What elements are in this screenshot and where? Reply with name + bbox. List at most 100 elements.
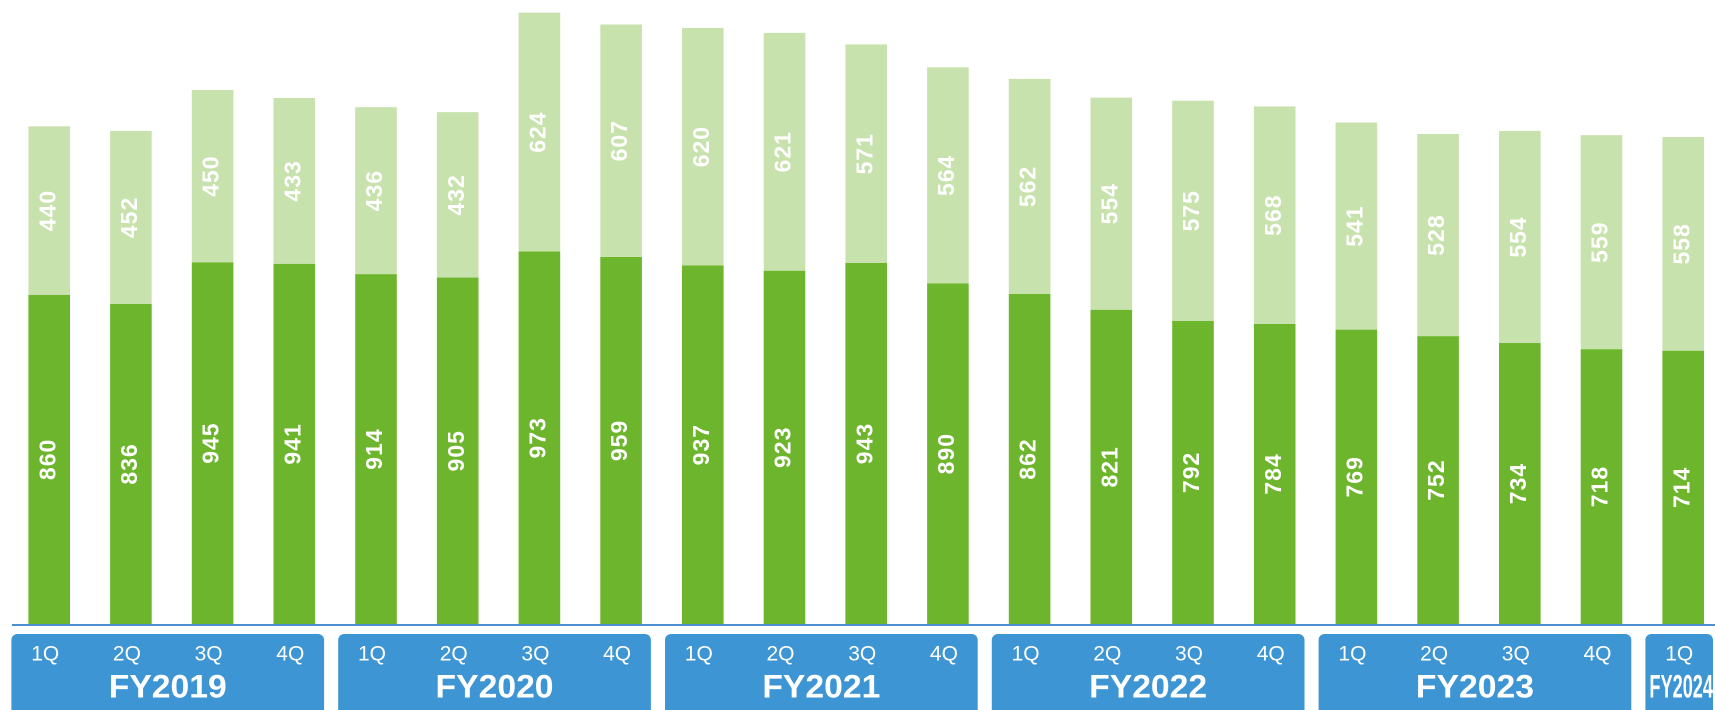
value-label: 959	[606, 420, 632, 461]
bar-segment	[28, 126, 70, 295]
bar-segment	[110, 303, 152, 624]
x-tick-label: 3Q	[848, 643, 876, 666]
value-label: 784	[1260, 453, 1286, 494]
value-label: 860	[34, 439, 60, 480]
value-label: 436	[361, 170, 387, 211]
bar-segment	[1335, 329, 1378, 624]
x-tick-label: 1Q	[31, 643, 59, 666]
value-label: 440	[34, 190, 60, 231]
bar-segment	[355, 274, 397, 624]
x-tick-label: 2Q	[766, 643, 794, 666]
x-tick-label: 2Q	[1420, 643, 1448, 666]
value-label: 571	[851, 133, 877, 174]
bar-segment	[1008, 78, 1051, 295]
value-label: 973	[524, 417, 550, 458]
x-tick-label: 4Q	[930, 643, 958, 666]
group-box	[338, 634, 651, 710]
group-label: FY2022	[1089, 668, 1207, 704]
value-label: 943	[851, 423, 877, 464]
bar-segment	[1499, 130, 1541, 344]
bar-segment	[1090, 309, 1133, 624]
x-tick-label: 1Q	[1338, 643, 1366, 666]
value-label: 937	[688, 424, 714, 465]
value-label: 945	[198, 422, 224, 463]
group-box	[1318, 634, 1632, 710]
bar-segment	[518, 12, 561, 252]
x-tick-label: 1Q	[685, 643, 713, 666]
group-label: FY2021	[762, 668, 880, 704]
bar-segment	[436, 112, 479, 278]
x-tick-label: 3Q	[195, 643, 223, 666]
value-label: 554	[1096, 183, 1122, 224]
bar-segment	[436, 277, 479, 624]
value-label: 734	[1505, 463, 1531, 504]
x-tick-label: 4Q	[1257, 643, 1285, 666]
bar-segment	[518, 251, 561, 625]
value-label: 752	[1423, 459, 1449, 500]
bar-segment	[1253, 323, 1296, 624]
x-tick-label: 3Q	[1502, 643, 1530, 666]
bar-segment	[110, 130, 152, 304]
value-label: 714	[1668, 467, 1694, 508]
value-label: 562	[1015, 166, 1041, 207]
value-label: 564	[933, 155, 959, 196]
bar-segment	[1090, 97, 1133, 310]
bar-segment	[273, 263, 316, 624]
value-label: 624	[524, 111, 550, 152]
bar-segment	[1580, 135, 1623, 350]
value-label: 528	[1423, 214, 1449, 255]
bar-segment	[763, 270, 806, 624]
value-label: 607	[606, 120, 632, 161]
bar-segment	[28, 294, 70, 624]
value-label: 769	[1341, 456, 1367, 497]
bar-segment	[1662, 137, 1704, 351]
bar-segment	[1253, 106, 1296, 324]
x-tick-label: 4Q	[1583, 643, 1611, 666]
x-tick-label: 4Q	[603, 643, 631, 666]
bar-segment	[763, 32, 806, 271]
group-box	[1645, 634, 1713, 710]
x-tick-label: 3Q	[1175, 643, 1203, 666]
value-label: 862	[1015, 438, 1041, 479]
value-label: 452	[116, 197, 142, 238]
bar-segment	[1417, 133, 1459, 337]
x-tick-label: 1Q	[358, 643, 386, 666]
x-tick-label: 1Q	[1012, 643, 1040, 666]
value-label: 621	[770, 131, 796, 172]
value-label: 905	[443, 430, 469, 471]
bar-segment	[845, 262, 887, 624]
value-label: 559	[1587, 221, 1613, 262]
group-label: FY2023	[1416, 668, 1534, 704]
value-label: 923	[770, 427, 796, 468]
value-label: 620	[688, 126, 714, 167]
value-label: 558	[1668, 223, 1694, 264]
value-label: 718	[1587, 466, 1613, 507]
group-label: FY2020	[436, 668, 554, 704]
x-tick-label: 2Q	[440, 643, 468, 666]
value-label: 554	[1505, 216, 1531, 257]
value-label: 575	[1178, 190, 1204, 231]
bar-segment	[600, 256, 642, 624]
value-label: 941	[279, 423, 305, 464]
bar-segment	[191, 89, 234, 263]
x-tick-label: 3Q	[521, 643, 549, 666]
bar-segment	[845, 44, 887, 263]
x-tick-label: 2Q	[1093, 643, 1121, 666]
value-label: 432	[443, 174, 469, 215]
bar-segment	[1172, 320, 1214, 624]
value-label: 450	[198, 155, 224, 196]
bar-segment	[927, 67, 969, 284]
group-label: FY2024	[1649, 668, 1713, 704]
value-label: 836	[116, 443, 142, 484]
group-box	[991, 634, 1305, 710]
value-label: 541	[1341, 205, 1367, 246]
x-tick-label: 2Q	[113, 643, 141, 666]
bar-segment	[1499, 343, 1541, 624]
group-box	[11, 634, 325, 710]
bar-segment	[682, 27, 724, 266]
bar-segment	[682, 265, 724, 624]
value-label: 890	[933, 433, 959, 474]
bar-segment	[355, 107, 397, 275]
bar-segment	[1580, 349, 1623, 624]
